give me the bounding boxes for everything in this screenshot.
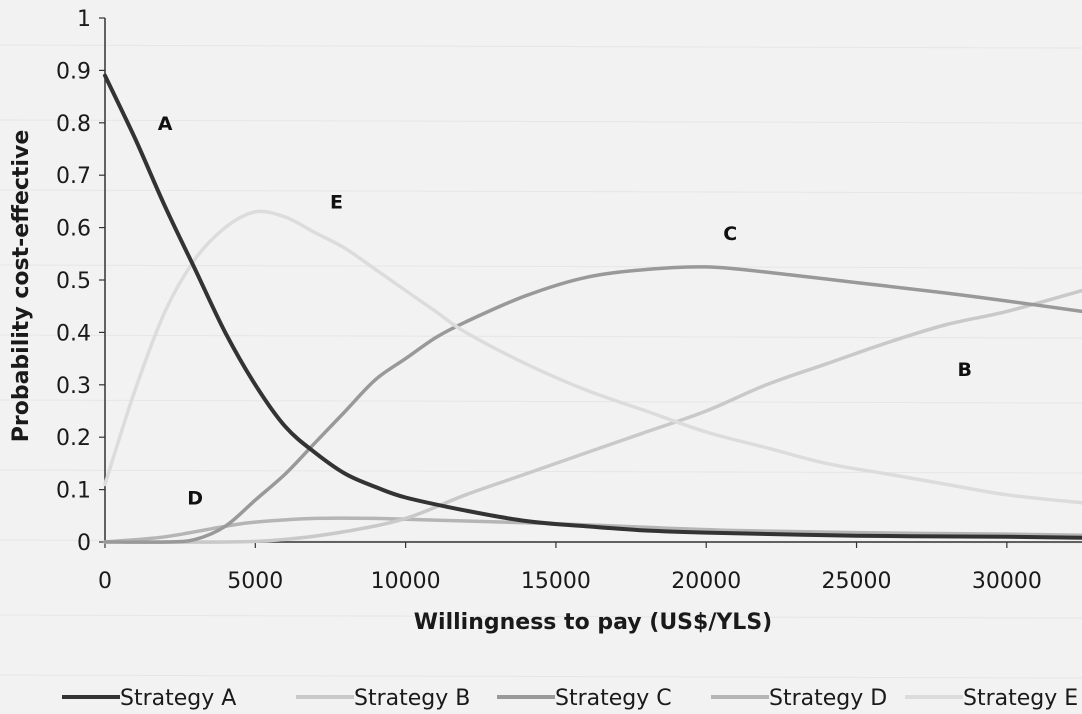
background-texture (0, 44, 1082, 679)
y-tick-label: 0.1 (56, 479, 91, 504)
series-layer (103, 73, 1082, 544)
background-line (0, 674, 1082, 679)
y-axis-title: Probability cost-effective (9, 130, 34, 443)
x-tick-label: 25000 (822, 569, 892, 594)
y-tick-label: 0.8 (56, 112, 91, 137)
background-line (0, 44, 1082, 49)
background-line (0, 399, 1082, 404)
legend: Strategy A Strategy B Strategy C Strategy D… (62, 686, 1078, 711)
legend-item-strategy-b: Strategy B (296, 686, 470, 711)
background-line (0, 189, 1082, 194)
x-tick-label: 30000 (972, 569, 1042, 594)
background-line (0, 469, 1082, 474)
x-axis-title: Willingness to pay (US$/YLS) (414, 610, 772, 635)
curve-label-d: D (187, 487, 203, 509)
y-tick-label: 1 (77, 7, 91, 32)
x-tick-label: 15000 (521, 569, 591, 594)
background-line (0, 614, 1082, 619)
y-tick-label: 0.4 (56, 321, 91, 346)
y-tick-label: 0 (77, 531, 91, 556)
y-tick-label: 0.9 (56, 59, 91, 84)
series-line-strategy-a (103, 73, 1082, 540)
series-line-strategy-e (103, 209, 1082, 505)
series-line-strategy-b (103, 288, 1082, 544)
y-tick-label: 0.2 (56, 426, 91, 451)
legend-item-strategy-d: Strategy D (711, 686, 887, 711)
curve-label-b: B (958, 359, 972, 381)
y-tick-label: 0.7 (56, 164, 91, 189)
background-line (0, 264, 1082, 269)
curve-labels: A E C B D (158, 113, 972, 510)
legend-item-strategy-c: Strategy C (497, 686, 672, 711)
series-line-strategy-d (103, 516, 1082, 544)
legend-item-strategy-e: Strategy E (905, 686, 1078, 711)
x-tick-label: 20000 (671, 569, 741, 594)
x-tick-label: 10000 (371, 569, 441, 594)
x-tick-label: 0 (98, 569, 112, 594)
curve-label-e: E (330, 191, 343, 213)
legend-item-strategy-a: Strategy A (62, 686, 236, 711)
background-line (0, 119, 1082, 124)
legend-label: Strategy A (120, 686, 236, 711)
x-tick-label: 5000 (227, 569, 283, 594)
y-tick-label: 0.5 (56, 269, 91, 294)
y-tick-label: 0.3 (56, 374, 91, 399)
legend-label: Strategy D (769, 686, 887, 711)
legend-label: Strategy E (963, 686, 1078, 711)
background-line (0, 334, 1082, 339)
curve-label-c: C (723, 223, 737, 245)
curve-label-a: A (158, 113, 173, 135)
legend-label: Strategy C (555, 686, 672, 711)
y-tick-label: 0.6 (56, 217, 91, 242)
legend-label: Strategy B (354, 686, 470, 711)
series-line-strategy-c (103, 265, 1082, 544)
